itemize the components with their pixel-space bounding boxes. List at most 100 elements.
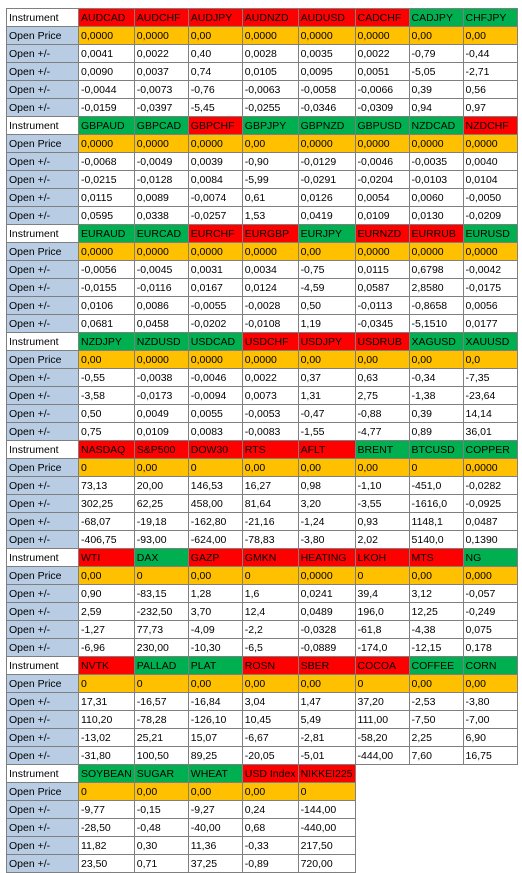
open-delta-cell: -83,15 <box>133 584 189 603</box>
open-delta-cell: 0,50 <box>297 296 356 315</box>
open-delta-cell: 77,73 <box>133 620 189 639</box>
instrument-name-cell: COCOA <box>354 656 410 675</box>
instrument-name-cell: XAGUSD <box>408 332 464 351</box>
open-delta-cell: 0,56 <box>462 80 518 99</box>
open-delta-cell: 1,28 <box>187 584 243 603</box>
open-delta-cell: -0,057 <box>462 584 518 603</box>
instrument-name-cell: XAUUSD <box>462 332 518 351</box>
open-delta-cell: 0,0022 <box>133 44 189 63</box>
open-delta-cell: 0,0089 <box>133 188 189 207</box>
open-delta-row: Open +/- 0,0115 0,0089 -0,0074 0,61 0,0126 0,0… <box>6 188 518 207</box>
open-price-cell: 0 <box>354 674 410 693</box>
open-delta-cell: 11,82 <box>78 836 135 855</box>
open-delta-label: Open +/- <box>6 278 79 297</box>
open-delta-row: Open +/- -6,96 230,00 -10,30 -6,5 -0,0889 -174… <box>6 638 518 657</box>
open-delta-cell: 0,0167 <box>187 278 243 297</box>
open-delta-row: Open +/- -0,0068 -0,0049 0,0039 -0,90 -0,0129… <box>6 152 518 171</box>
open-delta-cell: 16,75 <box>462 746 518 765</box>
open-delta-cell: -0,0073 <box>133 80 189 99</box>
open-delta-cell: 62,25 <box>133 494 189 513</box>
open-delta-row: Open +/- -13,02 25,21 15,07 -6,67 -2,81 -58,20… <box>6 728 518 747</box>
open-price-cell: 0 <box>133 566 189 585</box>
instrument-name-cell: NZDUSD <box>133 332 189 351</box>
open-delta-cell: -162,80 <box>187 512 243 531</box>
open-delta-cell: 0,0587 <box>354 278 410 297</box>
open-delta-cell: 0,0124 <box>241 278 299 297</box>
open-delta-label: Open +/- <box>6 602 79 621</box>
instrument-row-label: Instrument <box>6 656 79 675</box>
open-price-row: Open Price 0,00 0,0000 0,0000 0,0000 0,00 0,00… <box>6 350 518 369</box>
open-delta-cell: -0,0049 <box>133 152 189 171</box>
open-delta-cell: 0,0037 <box>133 62 189 81</box>
open-price-cell: 0,0000 <box>78 134 135 153</box>
open-delta-cell: -444,00 <box>354 746 410 765</box>
instrument-name-cell: GMKN <box>241 548 299 567</box>
open-delta-cell: 0,0681 <box>78 314 135 333</box>
open-delta-row: Open +/- 110,20 -78,28 -126,10 10,45 5,49 111,… <box>6 710 518 729</box>
open-price-label: Open Price <box>6 674 79 693</box>
open-price-cell: 0,0000 <box>78 26 135 45</box>
open-price-cell: 0,0000 <box>354 26 410 45</box>
open-delta-cell: -0,79 <box>408 44 464 63</box>
instrument-header-row: Instrument NASDAQ S&P500 DOW30 RTS AFLT BRENT B… <box>6 440 518 459</box>
open-delta-row: Open +/- 17,31 -16,57 -16,84 3,04 1,47 37,20 -2… <box>6 692 518 711</box>
open-delta-cell: 1,31 <box>297 386 356 405</box>
open-delta-cell: 0,24 <box>241 800 299 819</box>
open-delta-row: Open +/- 0,90 -83,15 1,28 1,6 0,0241 39,4 3,12-… <box>6 584 518 603</box>
open-delta-cell: 0,0054 <box>354 188 410 207</box>
open-delta-cell: -5,99 <box>241 170 299 189</box>
instrument-name-cell: USDRUB <box>354 332 410 351</box>
instrument-name-cell: AUDNZD <box>241 8 299 27</box>
open-price-cell: 0,00 <box>78 566 135 585</box>
open-delta-cell: 0,0126 <box>297 188 356 207</box>
open-delta-cell: -0,0282 <box>462 476 518 495</box>
open-delta-cell: 0,0487 <box>462 512 518 531</box>
open-delta-label: Open +/- <box>6 422 79 441</box>
open-delta-cell: -7,50 <box>408 710 464 729</box>
open-price-cell: 0,0000 <box>462 458 518 477</box>
open-delta-cell: 1148,1 <box>408 512 464 531</box>
open-delta-cell: 196,0 <box>354 602 410 621</box>
open-delta-cell: -78,28 <box>133 710 189 729</box>
open-delta-cell: 0,94 <box>408 98 464 117</box>
open-delta-cell: -68,07 <box>78 512 135 531</box>
open-delta-cell: 0,0039 <box>187 152 243 171</box>
open-delta-cell: 0,0419 <box>297 206 356 225</box>
open-price-cell: 0,00 <box>354 458 410 477</box>
open-delta-label: Open +/- <box>6 170 79 189</box>
instrument-name-cell: EURJPY <box>297 224 356 243</box>
empty-cell <box>409 818 464 837</box>
open-delta-cell: 0,0458 <box>133 314 189 333</box>
open-price-cell: 0,00 <box>241 782 299 801</box>
open-delta-cell: -5,45 <box>187 98 243 117</box>
open-delta-cell: -0,0083 <box>241 422 299 441</box>
open-delta-cell: 0,178 <box>462 638 518 657</box>
open-delta-cell: -451,0 <box>408 476 464 495</box>
open-price-cell: 0,0000 <box>354 134 410 153</box>
open-delta-cell: 0,0056 <box>462 296 518 315</box>
open-price-cell: 0,00 <box>78 350 135 369</box>
open-delta-cell: -0,0063 <box>241 80 299 99</box>
open-price-cell: 0,00 <box>241 134 299 153</box>
open-delta-cell: -4,38 <box>408 620 464 639</box>
open-delta-cell: 146,53 <box>187 476 243 495</box>
open-delta-cell: -0,0035 <box>408 152 464 171</box>
open-delta-cell: 7,60 <box>408 746 464 765</box>
open-delta-cell: 0,40 <box>187 44 243 63</box>
open-delta-row: Open +/- -68,07 -19,18 -162,80 -21,16 -1,24 0,… <box>6 512 518 531</box>
open-delta-row: Open +/- -0,0215 -0,0128 0,0084 -5,99 -0,0291… <box>6 170 518 189</box>
open-delta-cell: 0,0083 <box>187 422 243 441</box>
instrument-name-cell: WTI <box>78 548 135 567</box>
open-delta-cell: 37,25 <box>187 854 243 873</box>
open-delta-label: Open +/- <box>6 800 79 819</box>
open-delta-cell: -31,80 <box>78 746 135 765</box>
open-delta-cell: -0,0309 <box>354 98 410 117</box>
open-price-cell: 0,0000 <box>187 242 243 261</box>
open-delta-cell: -0,0038 <box>133 368 189 387</box>
open-delta-cell: -0,0255 <box>241 98 299 117</box>
open-delta-cell: 0,68 <box>241 818 299 837</box>
instrument-name-cell: NIKKEI225 <box>297 764 356 783</box>
open-delta-label: Open +/- <box>6 314 79 333</box>
open-delta-cell: 15,07 <box>187 728 243 747</box>
open-price-cell: 0,0000 <box>241 242 299 261</box>
